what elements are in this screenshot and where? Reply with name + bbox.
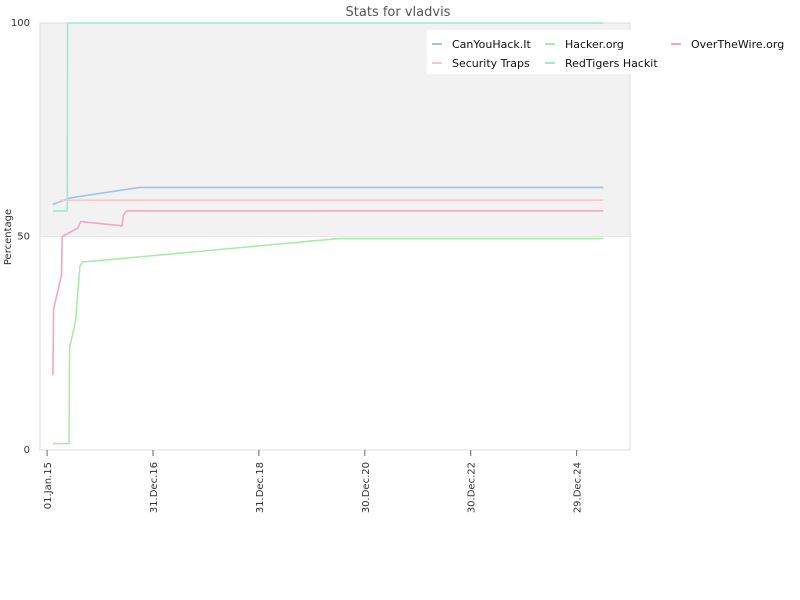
legend-label: OverTheWire.org <box>691 38 784 51</box>
x-tick-label: 31.Dec.16 <box>149 462 160 513</box>
x-tick-label: 30.Dec.20 <box>361 462 372 513</box>
series-line <box>52 22 604 212</box>
series-lines <box>52 22 604 445</box>
x-tick-label: 29.Dec.24 <box>573 462 584 513</box>
y-axis-ticks: 0 50 100 <box>11 18 30 456</box>
legend-label: Security Traps <box>452 57 530 70</box>
series-line <box>52 210 604 376</box>
legend-label: Hacker.org <box>565 38 624 51</box>
legend-label: RedTigers Hackit <box>565 57 658 70</box>
chart-title: Stats for vladvis <box>346 5 451 20</box>
x-tick-label: 31.Dec.18 <box>255 462 266 513</box>
series-line <box>52 237 604 445</box>
x-tick-label: 01.Jan.15 <box>43 462 54 509</box>
legend: CanYouHack.It Hacker.org OverTheWire.org Se… <box>432 38 784 70</box>
series-line <box>52 186 604 206</box>
y-tick-label: 0 <box>24 445 30 456</box>
legend-background <box>427 30 787 74</box>
x-axis-ticks: 01.Jan.15 31.Dec.16 31.Dec.18 30.Dec.20 30.D… <box>43 450 584 513</box>
x-tick-label: 30.Dec.22 <box>467 462 478 513</box>
y-tick-label: 50 <box>17 232 30 243</box>
legend-label: CanYouHack.It <box>452 38 532 51</box>
y-axis-title: Percentage <box>3 209 14 265</box>
y-tick-label: 100 <box>11 18 30 29</box>
